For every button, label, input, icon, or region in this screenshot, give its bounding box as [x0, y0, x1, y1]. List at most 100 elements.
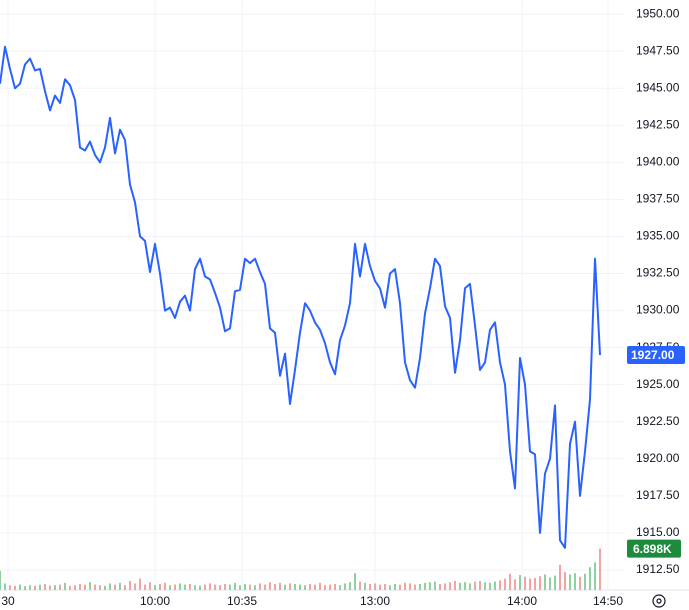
volume-bar — [79, 584, 81, 590]
volume-bar — [219, 585, 221, 590]
volume-bar — [84, 584, 86, 590]
volume-bar — [284, 584, 286, 590]
volume-bar — [329, 584, 331, 590]
volume-bar — [379, 584, 381, 590]
volume-bar — [159, 584, 161, 590]
volume-bar — [74, 585, 76, 590]
volume-bar — [59, 584, 61, 590]
volume-bar — [574, 573, 576, 590]
y-tick-label: 1912.50 — [636, 562, 680, 576]
volume-bar — [69, 585, 71, 590]
volume-bar — [459, 582, 461, 590]
volume-bar — [24, 586, 26, 590]
volume-bar — [474, 581, 476, 590]
volume-bar — [399, 584, 401, 590]
y-tick-label: 1917.50 — [636, 488, 680, 502]
volume-bar — [319, 582, 321, 590]
volume-bar — [29, 585, 31, 590]
y-tick-label: 1925.00 — [636, 377, 680, 391]
volume-bar — [49, 585, 51, 590]
volume-bar — [209, 583, 211, 590]
volume-bar — [114, 584, 116, 590]
y-tick-label: 1922.50 — [636, 414, 680, 428]
volume-bar — [469, 583, 471, 590]
volume-bar — [119, 582, 121, 590]
last-volume-box — [627, 539, 681, 558]
volume-bar — [364, 582, 366, 590]
volume-bar — [484, 582, 486, 590]
volume-bar — [269, 582, 271, 590]
y-tick-label: 1935.00 — [636, 229, 680, 243]
volume-bar — [0, 570, 1, 590]
volume-bar — [559, 564, 561, 590]
y-tick-label: 1950.00 — [636, 6, 680, 20]
volume-bar — [304, 585, 306, 590]
x-tick-label: 10:00 — [140, 594, 170, 608]
last-volume-label: 6.898K — [633, 542, 672, 556]
volume-bar — [179, 583, 181, 590]
y-tick-label: 1937.50 — [636, 192, 680, 206]
settings-icon-ring[interactable] — [652, 594, 666, 608]
volume-bar — [564, 572, 566, 590]
volume-bar — [394, 584, 396, 590]
volume-bar — [54, 585, 56, 590]
settings-icon-core[interactable] — [656, 598, 662, 604]
volume-bar — [569, 574, 571, 590]
volume-bar — [34, 585, 36, 590]
volume-bar — [359, 581, 361, 590]
volume-bar — [144, 584, 146, 590]
volume-bar — [544, 574, 546, 590]
volume-bar — [204, 584, 206, 590]
volume-bar — [499, 580, 501, 590]
volume-bar — [39, 584, 41, 590]
volume-bar — [589, 567, 591, 590]
volume-bar — [239, 585, 241, 590]
volume-bar — [334, 584, 336, 590]
y-tick-label: 1915.00 — [636, 525, 680, 539]
volume-bar — [134, 583, 136, 590]
volume-bar — [169, 585, 171, 590]
volume-bar — [279, 582, 281, 590]
volume-bar — [4, 583, 6, 590]
volume-bar — [244, 584, 246, 590]
volume-bar — [384, 584, 386, 590]
volume-bar — [14, 585, 16, 590]
volume-bar — [354, 573, 356, 590]
y-tick-label: 1942.50 — [636, 117, 680, 131]
volume-bar — [429, 582, 431, 590]
y-tick-label: 1947.50 — [636, 43, 680, 57]
volume-bar — [464, 582, 466, 590]
volume-bar — [424, 582, 426, 590]
volume-bar — [584, 573, 586, 590]
volume-bar — [254, 585, 256, 590]
volume-bar — [494, 581, 496, 590]
volume-bar — [504, 578, 506, 590]
x-tick-label: 10:35 — [227, 594, 257, 608]
volume-bar — [99, 585, 101, 590]
volume-bar — [64, 582, 66, 590]
volume-bar — [224, 584, 226, 590]
x-tick-label: 13:00 — [360, 594, 390, 608]
volume-bar — [89, 582, 91, 590]
last-price-box — [627, 346, 685, 365]
volume-bar — [189, 584, 191, 590]
volume-bar — [129, 581, 131, 590]
volume-bar — [374, 583, 376, 590]
y-tick-label: 1930.00 — [636, 303, 680, 317]
volume-bar — [509, 573, 511, 590]
volume-bar — [294, 584, 296, 590]
volume-bar — [104, 585, 106, 590]
volume-bar — [289, 583, 291, 590]
settings-icon[interactable] — [652, 594, 666, 608]
volume-bar — [524, 576, 526, 590]
y-tick-label: 1932.50 — [636, 266, 680, 280]
volume-bar — [439, 584, 441, 590]
volume-bar — [94, 584, 96, 590]
volume-bar — [109, 583, 111, 590]
volume-bar — [299, 584, 301, 590]
volume-bar — [389, 585, 391, 590]
volume-bar — [344, 583, 346, 590]
volume-bar — [434, 581, 436, 590]
volume-bar — [154, 585, 156, 590]
